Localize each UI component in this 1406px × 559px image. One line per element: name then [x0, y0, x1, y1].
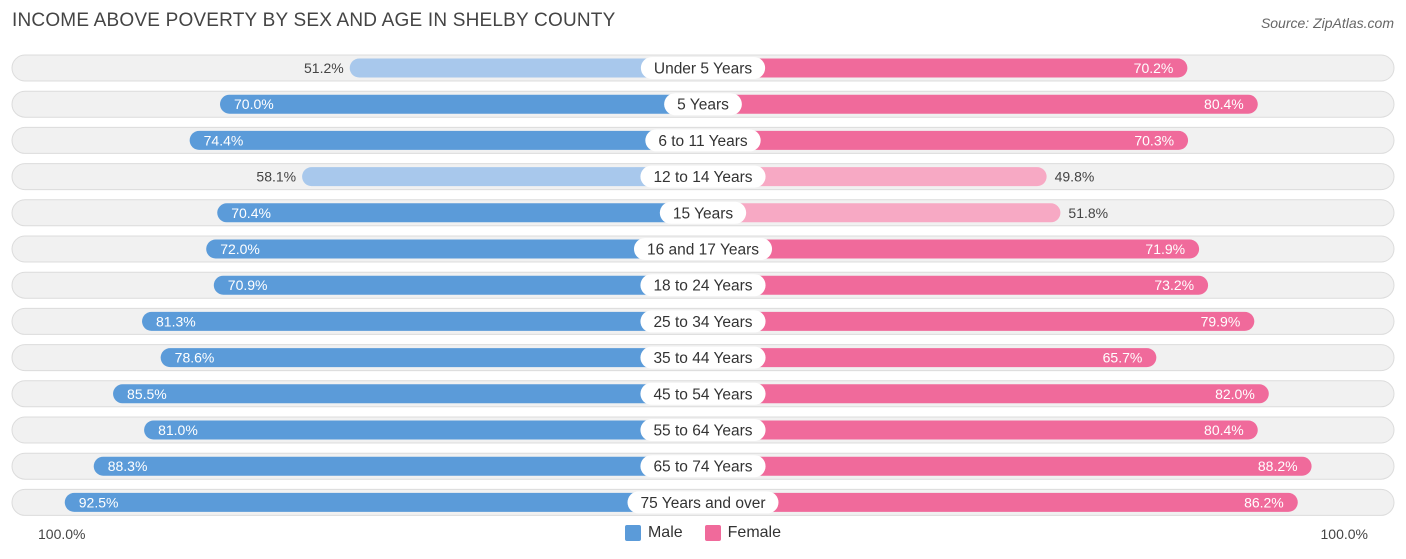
category-pill: [640, 382, 766, 405]
bar-male: [302, 167, 703, 187]
data-label-female: 70.2%: [1134, 60, 1174, 76]
data-label-male: 70.0%: [234, 96, 274, 112]
bar-male: [349, 58, 703, 78]
category-label: 15 Years: [673, 205, 734, 222]
data-label-female: 88.2%: [1258, 458, 1298, 474]
bar-male: [113, 384, 704, 404]
category-label: 16 and 17 Years: [647, 242, 759, 259]
data-label-male: 72.0%: [220, 241, 260, 257]
legend: Male Female: [0, 524, 1406, 542]
chart-title: INCOME ABOVE POVERTY BY SEX AND AGE IN S…: [12, 10, 616, 31]
category-pill: [627, 491, 779, 514]
bar-female: [703, 492, 1298, 512]
bar-male: [189, 130, 703, 150]
bar-male: [217, 203, 704, 223]
data-label-male: 70.4%: [231, 205, 271, 221]
bar-female: [703, 239, 1200, 259]
data-label-male: 78.6%: [175, 350, 215, 366]
category-label: 65 to 74 Years: [653, 459, 752, 476]
bar-female: [703, 58, 1188, 78]
category-pill: [640, 310, 766, 333]
category-label: 45 to 54 Years: [653, 386, 752, 403]
data-label-male: 70.9%: [228, 277, 268, 293]
category-pill: [633, 238, 773, 260]
data-label-male: 92.5%: [79, 494, 119, 510]
data-label-female: 49.8%: [1055, 169, 1095, 185]
data-label-female: 80.4%: [1204, 96, 1244, 112]
data-label-female: 70.3%: [1134, 132, 1174, 148]
legend-label-female: Female: [727, 524, 782, 541]
axis-left-label: 100.0%: [38, 526, 86, 542]
bar-female: [703, 94, 1258, 114]
bar-female: [703, 203, 1061, 223]
bar-male: [213, 275, 704, 295]
data-label-female: 71.9%: [1145, 241, 1185, 257]
data-label-female: 51.8%: [1068, 205, 1108, 221]
category-label: 75 Years and over: [641, 495, 766, 512]
data-label-male: 51.2%: [304, 60, 344, 76]
category-label: 12 to 14 Years: [653, 169, 752, 186]
diverging-bar-chart: 51.2% 70.2% Under 5 Years 70.0% 80.4% 5 Years…: [11, 54, 1395, 516]
category-label: Under 5 Years: [654, 61, 752, 78]
legend-item-female[interactable]: Female: [704, 524, 782, 542]
bar-male: [206, 239, 703, 259]
category-label: 5 Years: [677, 97, 729, 114]
data-label-male: 81.3%: [156, 313, 196, 329]
category-pill: [640, 346, 766, 369]
legend-swatch-male: [624, 525, 641, 541]
category-label: 6 to 11 Years: [658, 133, 748, 150]
data-label-female: 80.4%: [1204, 422, 1244, 438]
source-note: Source: ZipAtlas.com: [1260, 15, 1394, 31]
data-label-female: 73.2%: [1154, 277, 1194, 293]
bar-female: [703, 456, 1312, 476]
bar-female: [703, 420, 1258, 440]
bar-male: [142, 311, 703, 331]
bar-male: [93, 456, 704, 476]
category-label: 55 to 64 Years: [653, 423, 752, 440]
category-label: 18 to 24 Years: [653, 278, 752, 295]
bar-female: [703, 130, 1189, 150]
category-label: 35 to 44 Years: [653, 350, 752, 367]
legend-label-male: Male: [647, 524, 683, 541]
data-label-female: 79.9%: [1201, 313, 1241, 329]
category-label: 25 to 34 Years: [653, 314, 752, 331]
axis-right-label: 100.0%: [1320, 526, 1368, 542]
data-label-male: 85.5%: [127, 386, 167, 402]
data-label-male: 81.0%: [158, 422, 198, 438]
data-label-female: 86.2%: [1244, 494, 1284, 510]
legend-swatch-female: [704, 525, 721, 541]
bar-female: [703, 167, 1047, 187]
bar-female: [703, 275, 1209, 295]
category-pill: [640, 455, 766, 478]
category-pill: [659, 201, 747, 224]
legend-item-male[interactable]: Male: [624, 524, 683, 542]
data-label-female: 65.7%: [1103, 350, 1143, 366]
bar-female: [703, 348, 1157, 368]
bar-male: [64, 492, 703, 512]
bar-female: [703, 311, 1255, 331]
category-pill: [640, 274, 766, 297]
data-label-male: 58.1%: [256, 169, 296, 185]
category-pill: [645, 129, 761, 152]
data-label-male: 88.3%: [108, 458, 148, 474]
category-pill: [664, 93, 742, 116]
category-pill: [640, 419, 766, 441]
bar-male: [220, 94, 703, 114]
bar-female: [703, 384, 1269, 404]
category-pill: [640, 57, 766, 79]
category-pill: [640, 165, 766, 188]
data-label-female: 82.0%: [1215, 386, 1255, 402]
bar-male: [160, 348, 703, 368]
data-label-male: 74.4%: [204, 132, 244, 148]
bar-male: [144, 420, 704, 440]
